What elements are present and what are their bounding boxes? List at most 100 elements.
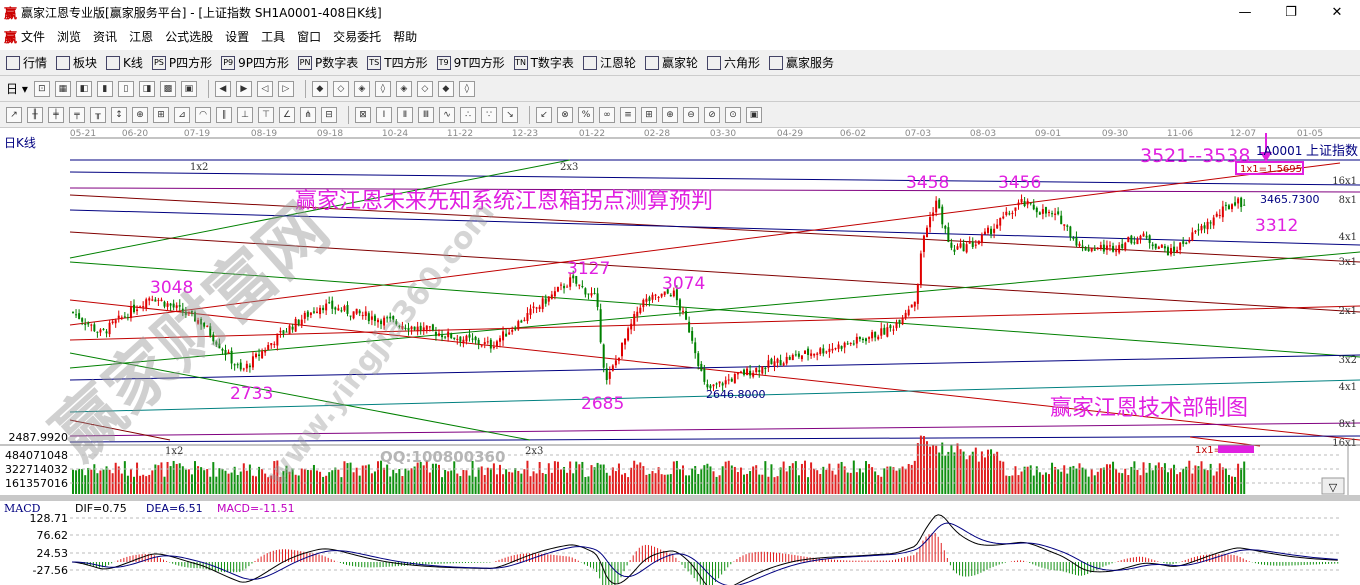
volume-toggle-button[interactable] bbox=[1321, 477, 1345, 495]
restore-button[interactable]: ❐ bbox=[1285, 4, 1297, 20]
chart-tool-icon[interactable]: ▷ bbox=[277, 80, 294, 97]
toolbar-button[interactable]: 赢家轮 bbox=[644, 54, 698, 71]
toolbar-button[interactable]: P9 9P四方形 bbox=[221, 54, 289, 71]
toolbar-button[interactable]: 六角形 bbox=[706, 54, 760, 71]
drawing-tool-icon[interactable]: ⊠ bbox=[355, 106, 371, 123]
candle-body bbox=[413, 326, 416, 330]
drawing-tool-icon[interactable]: ⊖ bbox=[683, 106, 699, 123]
chart-tool-icon[interactable]: ▮ bbox=[96, 80, 113, 97]
chart-tool-icon[interactable]: ◆ bbox=[311, 80, 328, 97]
volume-bar bbox=[203, 470, 206, 494]
chart-tool-icon[interactable]: ▯ bbox=[117, 80, 134, 97]
toolbar-button[interactable]: T9 9T四方形 bbox=[436, 54, 505, 71]
period-select[interactable]: 日 ▾ bbox=[6, 82, 28, 96]
drawing-tool-icon[interactable]: ⊕ bbox=[662, 106, 678, 123]
toolbar-button[interactable]: PN P数字表 bbox=[298, 54, 358, 71]
drawing-tool-icon[interactable]: ≡ bbox=[620, 106, 636, 123]
candle-body bbox=[1173, 246, 1176, 252]
candle-body bbox=[672, 290, 675, 297]
candle-body bbox=[1066, 225, 1069, 227]
kline-chart[interactable]: 日K线 05-21 06-20 07-19 08-19 09-18 10-24 11-22 12… bbox=[0, 128, 1360, 585]
drawing-tool-icon[interactable]: ∠ bbox=[279, 106, 295, 123]
candle-body bbox=[553, 291, 556, 297]
drawing-tool-icon[interactable]: ↙ bbox=[536, 106, 552, 123]
drawing-tool-icon[interactable]: ◠ bbox=[195, 106, 211, 123]
drawing-tool-icon[interactable]: ⊞ bbox=[153, 106, 169, 123]
drawing-tool-icon[interactable]: ╤ bbox=[69, 106, 85, 123]
chart-tool-icon[interactable]: ◇ bbox=[416, 80, 433, 97]
toolbar-button[interactable]: 江恩轮 bbox=[582, 54, 636, 71]
volume-bar bbox=[206, 469, 209, 494]
drawing-tool-icon[interactable]: ⊥ bbox=[237, 106, 253, 123]
drawing-tool-icon[interactable]: ⊕ bbox=[132, 106, 148, 123]
macd-dea: DEA=6.51 bbox=[146, 502, 203, 515]
chart-tool-icon[interactable]: ◈ bbox=[395, 80, 412, 97]
toolbar-button[interactable]: 赢家服务 bbox=[768, 54, 834, 71]
drawing-tool-icon[interactable]: ╫ bbox=[27, 106, 43, 123]
drawing-tool-icon[interactable]: ⊘ bbox=[704, 106, 720, 123]
toolbar-button[interactable]: TS T四方形 bbox=[367, 54, 428, 71]
chart-tool-icon[interactable]: ▣ bbox=[180, 80, 197, 97]
chart-tool-icon[interactable]: ◊ bbox=[458, 80, 475, 97]
drawing-tool-icon[interactable]: ⊟ bbox=[321, 106, 337, 123]
drawing-tool-icon[interactable]: ⊗ bbox=[557, 106, 573, 123]
drawing-tool-icon[interactable]: ∴ bbox=[460, 106, 476, 123]
drawing-tool-icon[interactable]: ⋔ bbox=[300, 106, 316, 123]
drawing-tool-icon[interactable]: ↘ bbox=[502, 106, 518, 123]
chart-tool-icon[interactable]: ▦ bbox=[54, 80, 71, 97]
toolbar-button[interactable]: 板块 bbox=[56, 54, 97, 71]
volume-bar bbox=[477, 467, 480, 494]
chart-tool-icon[interactable]: ◈ bbox=[353, 80, 370, 97]
close-button[interactable]: ✕ bbox=[1331, 4, 1343, 20]
chart-tool-icon[interactable]: ◨ bbox=[138, 80, 155, 97]
volume-bar bbox=[163, 476, 166, 494]
drawing-tool-icon[interactable]: % bbox=[578, 106, 594, 123]
drawing-tool-icon[interactable]: Ⅱ bbox=[397, 106, 413, 123]
candle-body bbox=[721, 383, 724, 386]
toolbar-button[interactable]: K线 bbox=[106, 54, 143, 71]
drawing-tool-icon[interactable]: ∥ bbox=[216, 106, 232, 123]
drawing-tool-icon[interactable]: ╪ bbox=[48, 106, 64, 123]
chart-tool-icon[interactable]: ⊡ bbox=[33, 80, 50, 97]
menu-item[interactable]: 窗口 bbox=[297, 29, 322, 44]
drawing-tool-icon[interactable]: ∞ bbox=[599, 106, 615, 123]
chart-tool-icon[interactable]: ◀ bbox=[214, 80, 231, 97]
menu-item[interactable]: 工具 bbox=[261, 29, 286, 44]
drawing-tool-icon[interactable]: ╥ bbox=[90, 106, 106, 123]
drawing-tool-icon[interactable]: ⊿ bbox=[174, 106, 190, 123]
pane-splitter[interactable] bbox=[0, 495, 1360, 501]
chart-tool-icon[interactable]: ◇ bbox=[332, 80, 349, 97]
menu-item[interactable]: 资讯 bbox=[93, 29, 118, 44]
volume-bar bbox=[718, 475, 721, 494]
toolbar-button[interactable]: TN T数字表 bbox=[513, 54, 574, 71]
drawing-tool-icon[interactable]: Ⅲ bbox=[418, 106, 434, 123]
chart-tool-icon[interactable]: ◧ bbox=[75, 80, 92, 97]
menu-item[interactable]: 交易委托 bbox=[333, 29, 382, 44]
menu-item[interactable]: 文件 bbox=[21, 29, 46, 44]
chart-tool-icon[interactable]: ▶ bbox=[235, 80, 252, 97]
volume-bar bbox=[941, 442, 944, 494]
drawing-tool-icon[interactable]: ↕ bbox=[111, 106, 127, 123]
candle-body bbox=[1237, 198, 1240, 204]
chart-tool-icon[interactable]: ◁ bbox=[256, 80, 273, 97]
drawing-tool-icon[interactable]: ↗ bbox=[6, 106, 22, 123]
toolbar-button[interactable]: PS P四方形 bbox=[151, 54, 212, 71]
minimize-button[interactable]: — bbox=[1238, 4, 1252, 20]
drawing-tool-icon[interactable]: ⊤ bbox=[258, 106, 274, 123]
menu-item[interactable]: 江恩 bbox=[129, 29, 154, 44]
drawing-tool-icon[interactable]: ▣ bbox=[746, 106, 762, 123]
chart-tool-icon[interactable]: ◊ bbox=[374, 80, 391, 97]
chart-tool-icon[interactable]: ▩ bbox=[159, 80, 176, 97]
drawing-tool-icon[interactable]: Ⅰ bbox=[376, 106, 392, 123]
drawing-tool-icon[interactable]: ∵ bbox=[481, 106, 497, 123]
candle-body bbox=[1105, 245, 1108, 251]
drawing-tool-icon[interactable]: ⊙ bbox=[725, 106, 741, 123]
drawing-tool-icon[interactable]: ∿ bbox=[439, 106, 455, 123]
toolbar-button[interactable]: 行情 bbox=[6, 54, 47, 71]
menu-item[interactable]: 浏览 bbox=[57, 29, 82, 44]
menu-item[interactable]: 帮助 bbox=[393, 29, 418, 44]
menu-item[interactable]: 公式选股 bbox=[165, 29, 214, 44]
chart-tool-icon[interactable]: ◆ bbox=[437, 80, 454, 97]
menu-item[interactable]: 设置 bbox=[225, 29, 250, 44]
drawing-tool-icon[interactable]: ⊞ bbox=[641, 106, 657, 123]
